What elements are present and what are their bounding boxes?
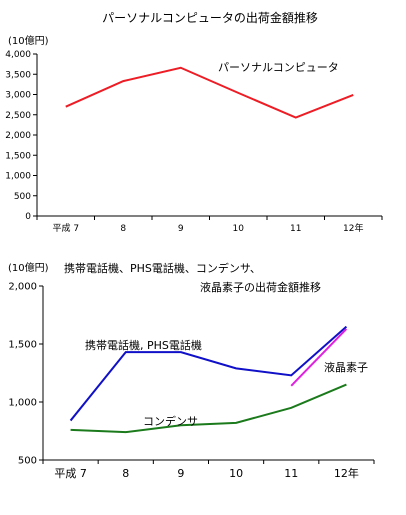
series-line-2 xyxy=(290,328,348,387)
x-tick-label: 9 xyxy=(178,224,184,234)
chart-2-label-phones: 携帯電話機, PHS電話機 xyxy=(85,338,202,352)
chart-1-title: パーソナルコンピュータの出荷金額推移 xyxy=(102,10,318,25)
y-tick-label: 0 xyxy=(25,212,31,222)
y-tick-label: 3,500 xyxy=(5,70,31,80)
chart-2-label-lcd: 液晶素子 xyxy=(324,360,368,374)
chart-2-series xyxy=(69,325,348,434)
y-tick-label: 1,000 xyxy=(5,172,31,182)
y-tick-label: 1,500 xyxy=(8,340,37,351)
series-line-0 xyxy=(69,325,348,422)
x-tick-label: 11 xyxy=(290,224,301,234)
chart-1-series xyxy=(65,66,354,119)
chart-2-unit-label: (10億円) xyxy=(8,261,49,274)
x-tick-label: 平成 7 xyxy=(52,222,79,234)
chart-1-axes: 0 500 1,000 1,500 2,000 2,500 3,000 3,500 4,000 平… xyxy=(5,50,383,234)
x-tick-label: 12年 xyxy=(343,222,363,234)
series-line-0 xyxy=(65,66,354,119)
x-tick-label: 11 xyxy=(284,467,298,480)
chart-1-unit-label: (10億円) xyxy=(8,34,49,47)
y-tick-label: 1,500 xyxy=(5,151,31,161)
y-tick-label: 2,000 xyxy=(8,282,37,293)
y-tick-label: 2,000 xyxy=(5,131,31,141)
x-tick-label: 10 xyxy=(229,467,243,480)
y-tick-label: 1,000 xyxy=(8,398,37,409)
x-tick-label: 8 xyxy=(120,224,126,234)
x-tick-label: 9 xyxy=(177,467,184,480)
chart-1: パーソナルコンピュータの出荷金額推移 (10億円) 0 500 1,000 1,500… xyxy=(5,10,383,234)
chart-2: 携帯電話機、PHS電話機、コンデンサ、 液晶素子の出荷金額推移 (10億円) 5… xyxy=(8,261,375,480)
y-tick-label: 500 xyxy=(18,456,37,467)
chart-2-title-line-1: 携帯電話機、PHS電話機、コンデンサ、 xyxy=(64,261,261,275)
chart-2-axes: 500 1,000 1,500 2,000 平成 7 8 9 10 11 12年 xyxy=(8,282,375,480)
series-line-1 xyxy=(70,383,347,434)
y-tick-label: 4,000 xyxy=(5,50,31,60)
chart-2-label-capacitors: コンデンサ xyxy=(143,414,198,428)
y-tick-label: 500 xyxy=(14,192,31,202)
y-tick-label: 3,000 xyxy=(5,91,31,101)
y-tick-label: 2,500 xyxy=(5,111,31,121)
x-tick-label: 平成 7 xyxy=(54,467,87,480)
chart-2-title-line-2: 液晶素子の出荷金額推移 xyxy=(200,280,321,294)
chart-1-series-label: パーソナルコンピュータ xyxy=(218,61,339,74)
x-tick-label: 10 xyxy=(233,224,245,234)
x-tick-label: 8 xyxy=(122,467,129,480)
x-tick-label: 12年 xyxy=(334,466,359,480)
